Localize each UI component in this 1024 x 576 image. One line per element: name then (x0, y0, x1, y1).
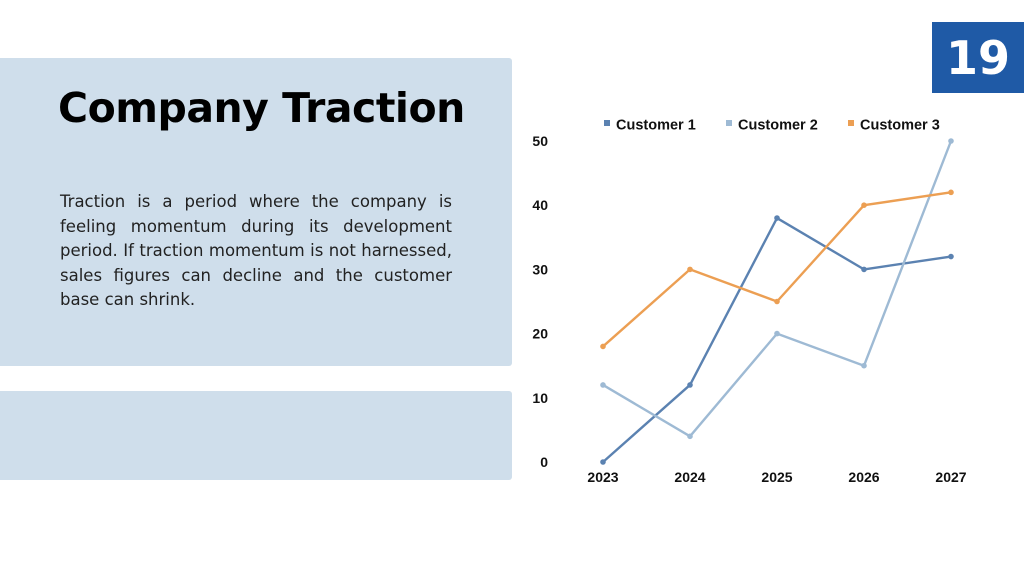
series-3-point (687, 266, 693, 273)
legend-label: Customer 2 (738, 118, 818, 134)
series-3-point (861, 202, 867, 208)
series-1-point (600, 459, 606, 465)
legend-label: Customer 3 (860, 118, 940, 134)
legend-label: Customer 1 (616, 118, 696, 134)
series-1-point (948, 253, 954, 260)
series-1-point (774, 215, 780, 221)
y-tick-label: 30 (532, 261, 548, 277)
page-title: Company Traction (58, 84, 465, 132)
slide-number-badge: 19 (932, 22, 1024, 93)
plot-area (600, 138, 954, 465)
y-tick-label: 20 (532, 326, 548, 342)
series-2-point (861, 362, 867, 369)
empty-panel (0, 391, 512, 480)
series-1-point (861, 266, 867, 273)
series-2-point (948, 138, 954, 144)
series-2-point (600, 382, 606, 388)
legend-swatch (848, 120, 854, 126)
body-paragraph: Traction is a period where the company i… (60, 192, 452, 309)
y-tick-label: 40 (532, 197, 548, 213)
x-tick-label: 2024 (674, 469, 705, 485)
x-axis: 2023 2024 2025 2026 2027 (587, 469, 966, 485)
legend-swatch (726, 120, 732, 126)
series-2-point (774, 330, 780, 337)
text-panel (0, 58, 512, 366)
series-3-point (774, 298, 780, 305)
x-tick-label: 2026 (848, 469, 879, 485)
series-2-line (601, 139, 953, 438)
y-tick-label: 10 (532, 390, 548, 406)
y-tick-label: 0 (540, 454, 548, 470)
series-1-line (601, 216, 953, 464)
line-chart: Customer 1 Customer 2 Customer 3 0 10 20 30 40… (532, 118, 966, 486)
series-3-point (948, 189, 954, 196)
series-3-point (600, 343, 606, 350)
legend-swatch (604, 120, 610, 126)
y-axis: 0 10 20 30 40 50 (532, 133, 548, 470)
x-tick-label: 2025 (761, 469, 792, 485)
series-1-point (687, 382, 693, 388)
x-tick-label: 2027 (935, 469, 966, 485)
y-tick-label: 50 (532, 133, 548, 149)
slide-number: 19 (945, 30, 1010, 85)
x-tick-label: 2023 (587, 469, 618, 485)
chart-legend: Customer 1 Customer 2 Customer 3 (604, 118, 940, 134)
series-2-point (687, 433, 693, 440)
